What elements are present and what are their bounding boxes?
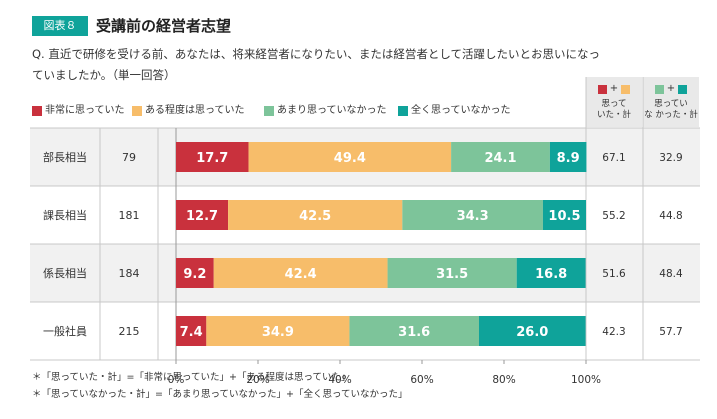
category-label-kakaricho: 係長相当: [43, 266, 87, 280]
x-tick-label: 100%: [571, 374, 601, 386]
sample-size-kacho: 181: [119, 209, 140, 222]
bar-segment-kakaricho-very: [176, 258, 214, 288]
legend-swatch-very: [32, 106, 42, 116]
summary-swatch-not-at-all: [678, 84, 688, 94]
x-tick-label: 40%: [328, 374, 351, 386]
total-not-thought-kakaricho: 48.4: [659, 268, 683, 280]
data-label-kakaricho-not-at-all: 16.8: [535, 267, 567, 282]
data-label-kakaricho-somewhat: 42.4: [285, 267, 317, 282]
footnote-thought-total: ＊「思っていた・計」=「非常に思っていた」+「ある程度は思っていた」: [32, 372, 351, 383]
summary-swatch-not-much: [654, 84, 664, 94]
data-label-kacho-not-at-all: 10.5: [548, 209, 580, 224]
summary-swatch-very: [597, 84, 607, 94]
sample-size-bucho: 79: [122, 151, 136, 164]
bar-segment-kakaricho-not-at-all: [516, 258, 586, 288]
bar-segment-bucho-very: [176, 142, 249, 172]
summary-plus-sign: +: [666, 83, 676, 94]
figure-badge: 図表８: [32, 16, 88, 36]
bar-segment-kacho-very: [176, 200, 229, 230]
bar-segment-kakaricho-not-much: [387, 258, 517, 288]
total-thought-kacho: 55.2: [602, 210, 625, 222]
bar-segment-kacho-somewhat: [228, 200, 403, 230]
data-label-kakaricho-not-much: 31.5: [436, 267, 468, 282]
data-label-bucho-not-much: 24.1: [484, 151, 516, 166]
bar-segment-bucho-not-much: [451, 142, 550, 172]
bar-segment-kacho-not-at-all: [542, 200, 586, 230]
summary-swatch-somewhat: [621, 84, 631, 94]
summary-header-thought: + 思って いた・計: [586, 77, 642, 127]
category-label-ippan: 一般社員: [43, 324, 87, 338]
bar-segment-ippan-very: [176, 316, 207, 346]
x-tick-label: 60%: [410, 374, 433, 386]
category-label-kacho: 課長相当: [43, 208, 87, 222]
data-label-kacho-somewhat: 42.5: [299, 209, 331, 224]
legend-label-very: 非常に思っていた: [45, 105, 125, 116]
legend-swatch-not-at-all: [398, 106, 408, 116]
data-label-kacho-not-much: 34.3: [457, 209, 489, 224]
total-not-thought-ippan: 57.7: [659, 326, 682, 338]
total-not-thought-kacho: 44.8: [659, 210, 682, 222]
data-label-kacho-very: 12.7: [186, 209, 218, 224]
figure-title: 受講前の経営者志望: [96, 17, 232, 35]
legend-label-not-much: あまり思っていなかった: [277, 105, 387, 116]
data-label-kakaricho-very: 9.2: [183, 267, 206, 282]
total-thought-kakaricho: 51.6: [602, 268, 626, 280]
data-label-bucho-very: 17.7: [196, 151, 228, 166]
sample-size-ippan: 215: [119, 325, 140, 338]
bar-segment-bucho-not-at-all: [549, 142, 587, 172]
data-label-ippan-very: 7.4: [180, 325, 203, 340]
summary-header-not-thought-line1: 思ってい: [654, 99, 688, 109]
bar-segment-ippan-somewhat: [206, 316, 350, 346]
summary-plus-sign: +: [609, 83, 619, 94]
legend-label-somewhat: ある程度は思っていた: [145, 105, 245, 116]
category-label-bucho: 部長相当: [43, 150, 87, 164]
total-not-thought-bucho: 32.9: [659, 152, 682, 164]
data-label-bucho-not-at-all: 8.9: [557, 151, 580, 166]
bar-segment-ippan-not-at-all: [478, 316, 586, 346]
data-label-ippan-somewhat: 34.9: [262, 325, 294, 340]
data-label-ippan-not-much: 31.6: [398, 325, 430, 340]
bar-segment-kacho-not-much: [402, 200, 543, 230]
total-thought-ippan: 42.3: [602, 326, 625, 338]
legend-swatch-not-much: [264, 106, 274, 116]
summary-header-thought-line1: 思って: [601, 99, 627, 109]
x-tick-label: 0%: [168, 374, 185, 386]
legend-label-not-at-all: 全く思っていなかった: [411, 105, 511, 116]
bar-segment-kakaricho-somewhat: [213, 258, 388, 288]
total-thought-bucho: 67.1: [602, 152, 625, 164]
bar-segment-bucho-somewhat: [248, 142, 452, 172]
summary-header-not-thought: + 思ってい な かった・計: [643, 77, 699, 127]
footnote-not-thought-total: ＊「思っていなかった・計」=「あまり思っていなかった」+「全く思っていなかった」: [32, 389, 408, 400]
summary-header-not-thought-line2: な かった・計: [644, 110, 698, 120]
x-tick-label: 20%: [246, 374, 269, 386]
x-tick-label: 80%: [492, 374, 515, 386]
question-text: Q. 直近で研修を受ける前、あなたは、将来経営者になりたい、または経営者として活…: [32, 47, 601, 82]
bar-segment-ippan-not-much: [349, 316, 479, 346]
legend-swatch-somewhat: [132, 106, 142, 116]
data-label-bucho-somewhat: 49.4: [334, 151, 366, 166]
sample-size-kakaricho: 184: [119, 267, 140, 280]
data-label-ippan-not-at-all: 26.0: [516, 325, 548, 340]
summary-header-thought-line2: いた・計: [596, 110, 631, 120]
